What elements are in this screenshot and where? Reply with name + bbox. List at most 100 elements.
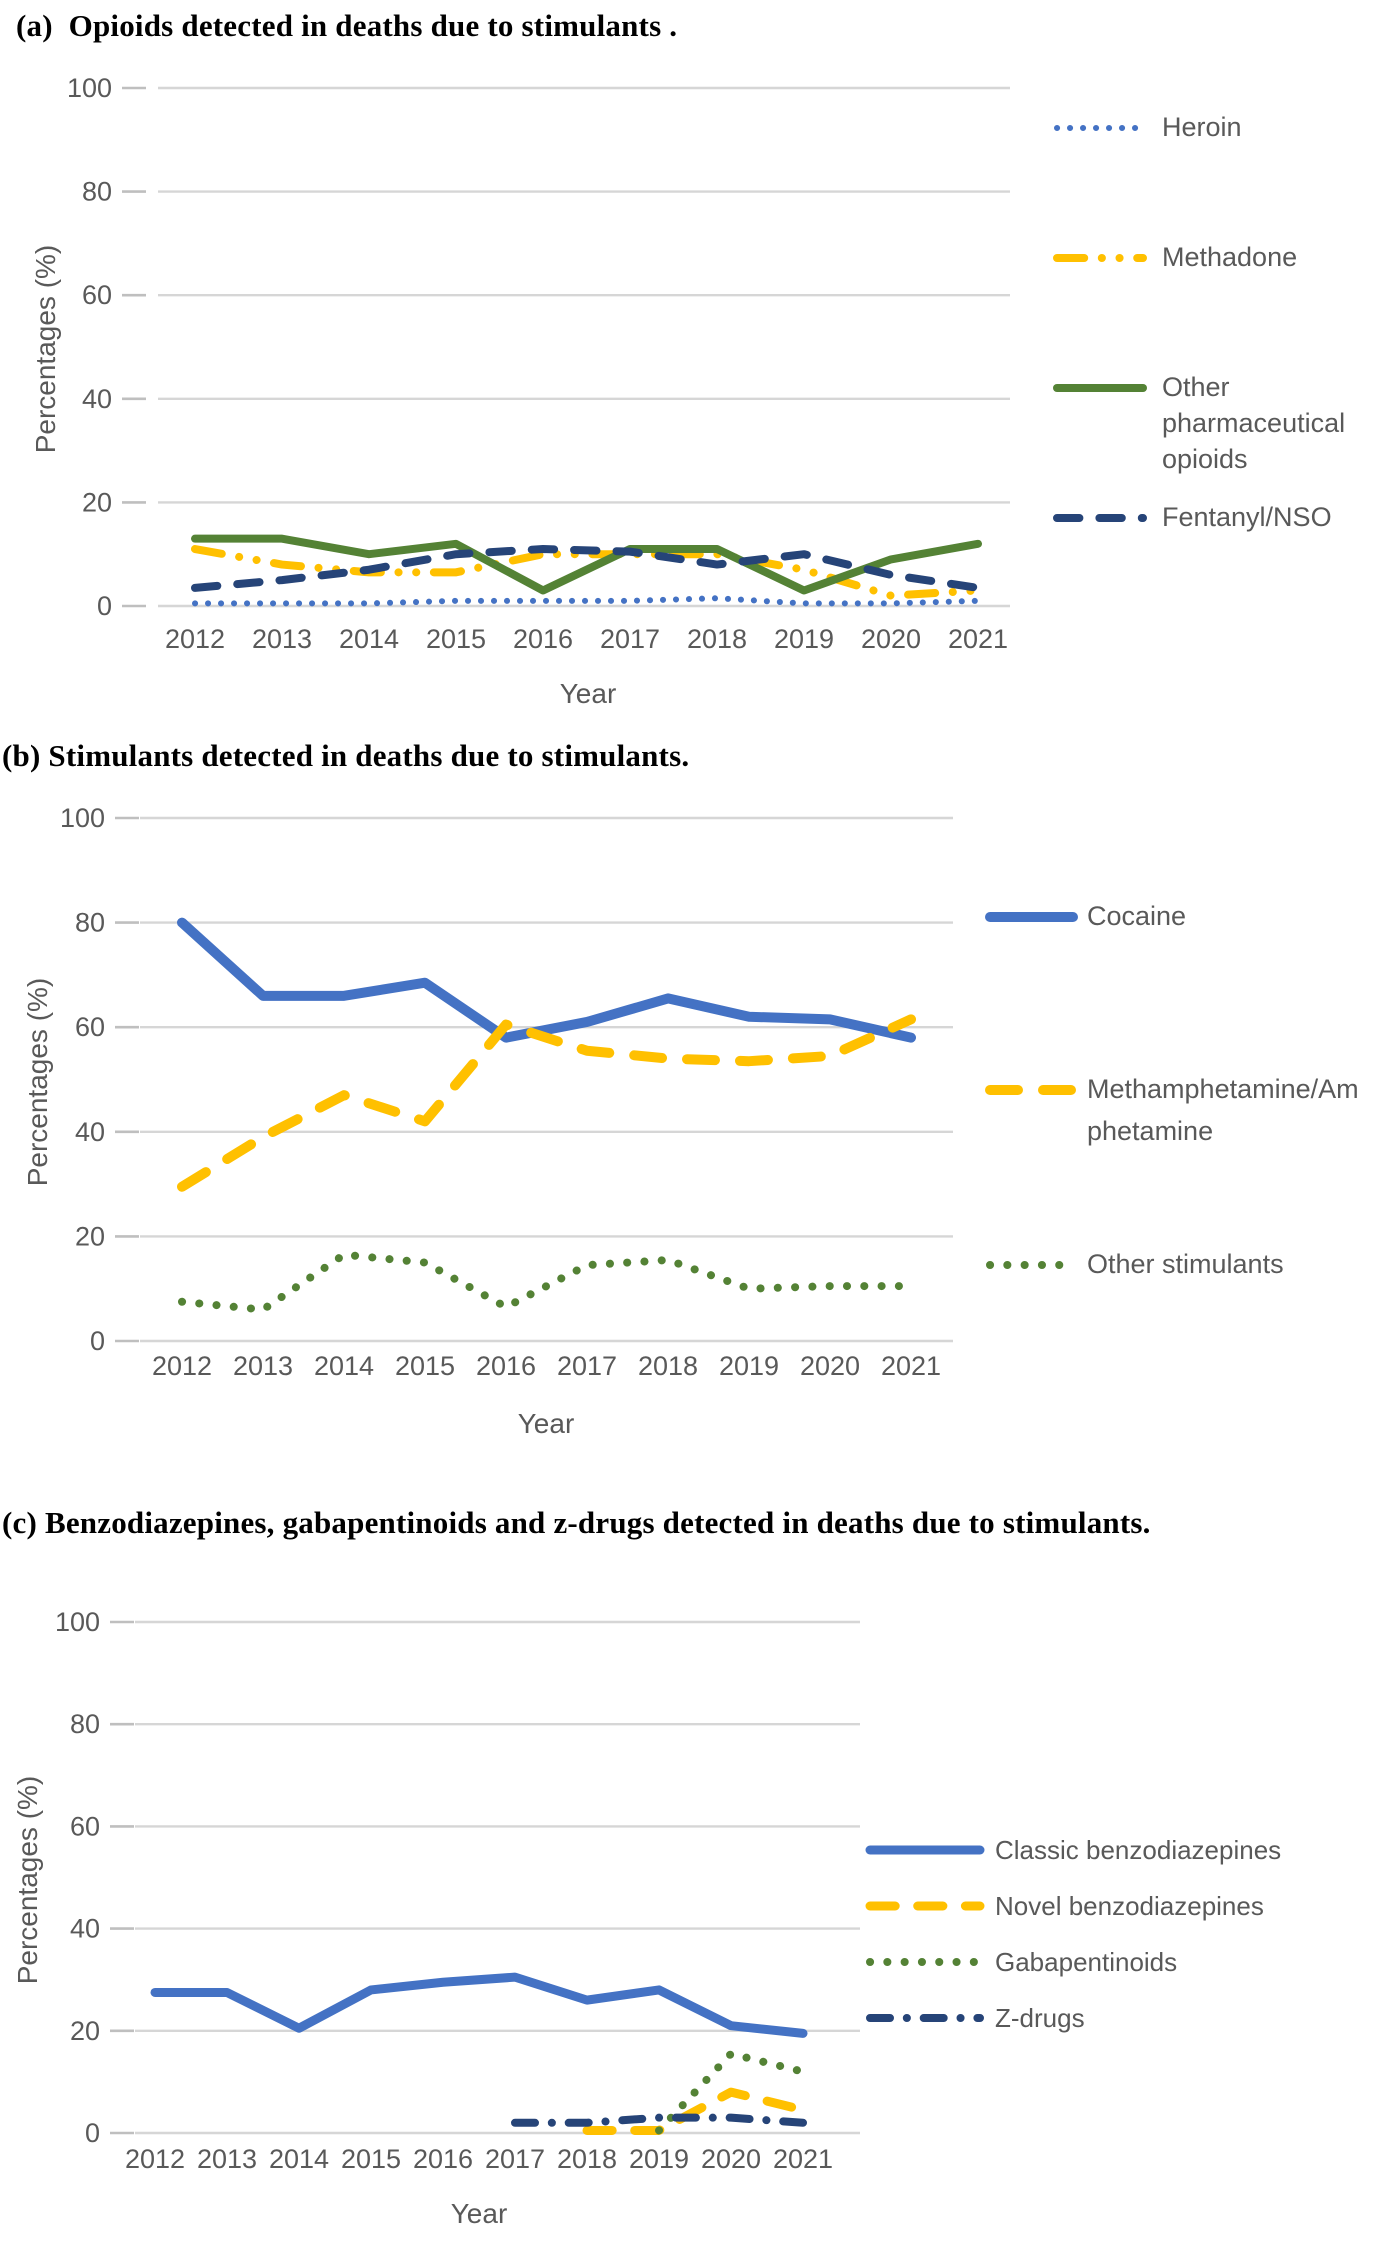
chart-a-plot: 100 80 60 40 20 0 2012 2013 2014 2015 2016 2017 2018…: [67, 73, 1010, 654]
y-tick-label-100: 100: [67, 73, 112, 103]
series-line-heroin: [192, 595, 981, 607]
x-tick-label-2012: 2012: [152, 1351, 212, 1381]
legend-item-classic-benzodiazepines: Classic benzodiazepines: [865, 1832, 1385, 1868]
x-tick-label-2013: 2013: [252, 624, 312, 654]
x-tick-label-2019: 2019: [719, 1351, 779, 1381]
x-tick-label-2012: 2012: [125, 2144, 185, 2174]
legend-item-other-stimulants: Other stimulants: [985, 1244, 1359, 1286]
chart-c-y-axis-title: Percentages (%): [12, 1775, 43, 1985]
series-line-other-pharmaceutical-opioids: [191, 534, 982, 595]
x-tick-label-2018: 2018: [638, 1351, 698, 1381]
x-tick-label-2012: 2012: [165, 624, 225, 654]
y-tick-label-40: 40: [75, 1117, 105, 1147]
legend-item-z-drugs: Z-drugs: [865, 2000, 1385, 2036]
series-line-fentanyl-nso: [191, 545, 982, 592]
chart-c-title: (c) Benzodiazepines, gabapentinoids and …: [2, 1505, 1151, 1540]
series-line-classic-benzodiazepines: [150, 1972, 808, 2038]
x-tick-label-2015: 2015: [426, 624, 486, 654]
chart-c-x-axis-title: Year: [450, 2198, 508, 2229]
legend-item-fentanyl-nso: Fentanyl/NSO: [1052, 500, 1374, 536]
y-tick-label-60: 60: [75, 1012, 105, 1042]
x-tick-label-2016: 2016: [476, 1351, 536, 1381]
y-tick-label-20: 20: [82, 487, 112, 517]
legend-key-solid-line: [985, 912, 1078, 922]
legend-item-methadone: Methadone: [1052, 240, 1374, 276]
x-tick-label-2017: 2017: [485, 2144, 545, 2174]
x-tick-label-2021: 2021: [773, 2144, 833, 2174]
y-tick-label-80: 80: [75, 908, 105, 938]
chart-b-y-tick-labels: 100 80 60 40 20 0: [60, 803, 105, 1356]
chart-a-y-tick-labels: 100 80 60 40 20 0: [67, 73, 112, 621]
series-line-methadone: [191, 545, 982, 600]
x-tick-label-2015: 2015: [341, 2144, 401, 2174]
legend-item-gabapentinoids: Gabapentinoids: [865, 1944, 1385, 1980]
legend-label-fentanyl-nso: Fentanyl/NSO: [1162, 502, 1332, 532]
chart-b-gridlines: [115, 816, 953, 1343]
y-tick-label-0: 0: [85, 2118, 100, 2148]
x-tick-label-2019: 2019: [774, 624, 834, 654]
legend-label-other-pharmaceutical-opioids: Other pharmaceutical opioids: [1162, 372, 1346, 474]
legend-key-dotted-line: [1054, 125, 1146, 131]
x-tick-label-2021: 2021: [948, 624, 1008, 654]
chart-c-x-tick-labels: 2012 2013 2014 2015 2016 2017 2018 2019 2020 2021: [125, 2144, 833, 2174]
legend-label-heroin: Heroin: [1162, 112, 1242, 142]
y-tick-label-40: 40: [70, 1914, 100, 1944]
legend-key-dashed-line: [1053, 514, 1147, 522]
series-line-gabapentinoids: [655, 2049, 807, 2135]
x-tick-label-2014: 2014: [339, 624, 399, 654]
legend-item-methamphetamine-amphetamine: Methamphetamine/Amphetamine: [985, 1069, 1359, 1153]
x-tick-label-2014: 2014: [269, 2144, 329, 2174]
chart-b-x-axis-title: Year: [517, 1408, 575, 1439]
series-line-z-drugs: [511, 2113, 807, 2127]
x-tick-label-2016: 2016: [413, 2144, 473, 2174]
x-tick-label-2020: 2020: [800, 1351, 860, 1381]
x-tick-label-2020: 2020: [701, 2144, 761, 2174]
series-line-methamphetamine-amphetamine: [177, 1014, 916, 1192]
x-tick-label-2019: 2019: [629, 2144, 689, 2174]
x-tick-label-2018: 2018: [557, 2144, 617, 2174]
x-tick-label-2013: 2013: [197, 2144, 257, 2174]
legend-label-methamphetamine-amphetamine: Methamphetamine/Amphetamine: [1087, 1074, 1359, 1146]
legend-key-dashed-line: [865, 1901, 985, 1911]
series-line-novel-benzodiazepines: [582, 2087, 808, 2135]
y-tick-label-20: 20: [75, 1221, 105, 1251]
y-tick-label-60: 60: [70, 1811, 100, 1841]
chart-b-title: (b) Stimulants detected in deaths due to…: [2, 738, 690, 773]
legend-key-solid-line: [865, 1845, 985, 1855]
chart-a-x-axis-title: Year: [559, 678, 617, 709]
legend-key-solid-line: [1053, 384, 1147, 392]
legend-label-classic-benzodiazepines: Classic benzodiazepines: [995, 1835, 1282, 1865]
y-tick-label-0: 0: [90, 1326, 105, 1356]
x-tick-label-2013: 2013: [233, 1351, 293, 1381]
legend-key-dashdot-line: [866, 2014, 984, 2022]
x-tick-label-2017: 2017: [557, 1351, 617, 1381]
legend-key-dotted-line: [986, 1261, 1077, 1269]
chart-a-title: (a) Opioids detected in deaths due to st…: [16, 8, 678, 43]
legend-item-heroin: Heroin: [1052, 110, 1374, 146]
legend-item-cocaine: Cocaine: [985, 896, 1359, 938]
series-line-cocaine: [177, 917, 916, 1043]
legend-label-other-stimulants: Other stimulants: [1087, 1249, 1284, 1279]
x-tick-label-2020: 2020: [861, 624, 921, 654]
x-tick-label-2017: 2017: [600, 624, 660, 654]
chart-b-y-axis-title: Percentages (%): [22, 977, 53, 1187]
legend-label-cocaine: Cocaine: [1087, 901, 1187, 931]
x-tick-label-2016: 2016: [513, 624, 573, 654]
chart-a-y-axis-title: Percentages (%): [30, 244, 61, 454]
legend-label-methadone: Methadone: [1162, 242, 1298, 272]
chart-c-y-tick-labels: 100 80 60 40 20 0: [55, 1607, 100, 2148]
x-tick-label-2021: 2021: [881, 1351, 941, 1381]
x-tick-label-2015: 2015: [395, 1351, 455, 1381]
chart-a-gridlines: [122, 86, 1010, 608]
y-tick-label-60: 60: [82, 280, 112, 310]
y-tick-label-100: 100: [55, 1607, 100, 1637]
x-tick-label-2018: 2018: [687, 624, 747, 654]
legend-label-gabapentinoids: Gabapentinoids: [995, 1947, 1178, 1977]
legend-item-other-pharmaceutical-opioids: Other pharmaceutical opioids: [1052, 370, 1374, 478]
legend-item-novel-benzodiazepines: Novel benzodiazepines: [865, 1888, 1385, 1924]
legend-label-z-drugs: Z-drugs: [995, 2003, 1085, 2033]
y-tick-label-40: 40: [82, 384, 112, 414]
y-tick-label-20: 20: [70, 2016, 100, 2046]
